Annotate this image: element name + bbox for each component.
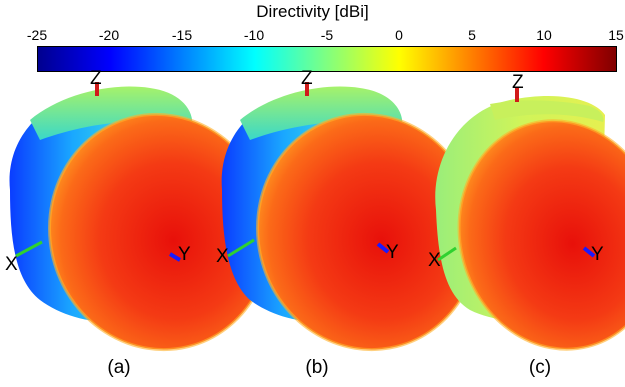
colorbar-tick: 5 [468,27,476,43]
colorbar-tick: 10 [536,27,552,43]
colorbar [37,46,617,72]
panel-a-z-label: Z [90,68,102,89]
panel-c-x-axis [437,246,457,262]
panel-c-rim [457,119,625,351]
panel-b-x-label: X [216,246,229,267]
panel-c-y-label: Y [591,244,604,265]
panel-b-x-axis [227,238,255,258]
panel-a-label: (a) [107,357,131,378]
panel-c-top-lobe [490,100,604,122]
panel-a-main-lobe [49,114,271,350]
panel-b-y-axis [376,242,390,254]
colorbar-tick: -20 [98,27,120,43]
panel-b-pattern [221,82,480,352]
colorbar-tick: -5 [320,27,334,43]
colorbar-tick: -15 [171,27,193,43]
panel-b-y-label: Y [386,242,399,263]
panel-a-y-label: Y [178,244,191,265]
panel-c-x-label: X [428,250,441,271]
colorbar-tick: -10 [243,27,265,43]
panel-c-main-lobe [459,120,625,350]
panel-b-main-lobe [257,114,479,350]
colorbar-tick: -25 [26,27,48,43]
panel-c-y-axis [582,246,596,258]
panel-a-top-lobe [30,86,193,140]
colorbar-tick: 15 [608,27,624,43]
panel-c-label: (c) [528,357,552,378]
colorbar-title: Directivity [dBi] [256,2,369,21]
panel-c-z-label: Z [512,72,524,93]
panel-a-x-axis [15,240,43,258]
panel-c-pattern [435,88,625,351]
panel-b-top-lobe [240,86,403,140]
panel-b-label: (b) [305,357,329,378]
panel-a-pattern [9,82,272,352]
panel-b-z-label: Z [301,68,313,89]
panel-a-x-label: X [5,254,18,275]
panel-a-y-axis [168,252,182,262]
colorbar-tick: 0 [395,27,403,43]
